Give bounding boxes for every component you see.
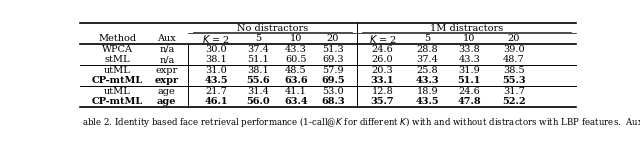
Text: 33.1: 33.1 xyxy=(371,76,394,85)
Text: 63.4: 63.4 xyxy=(284,97,308,106)
Text: 1M distractors: 1M distractors xyxy=(429,24,503,33)
Text: 55.6: 55.6 xyxy=(247,76,270,85)
Text: 38.1: 38.1 xyxy=(205,55,227,64)
Text: 63.6: 63.6 xyxy=(284,76,308,85)
Text: 24.6: 24.6 xyxy=(458,87,480,96)
Text: 10: 10 xyxy=(289,34,302,43)
Text: 43.3: 43.3 xyxy=(415,76,439,85)
Text: 57.9: 57.9 xyxy=(322,66,344,75)
Text: 51.1: 51.1 xyxy=(248,55,269,64)
Text: n/a: n/a xyxy=(159,55,175,64)
Text: 53.0: 53.0 xyxy=(322,87,344,96)
Text: Aux: Aux xyxy=(157,34,176,43)
Text: 10: 10 xyxy=(463,34,476,43)
Text: expr: expr xyxy=(155,76,179,85)
Text: 47.8: 47.8 xyxy=(458,97,481,106)
Text: 69.5: 69.5 xyxy=(321,76,345,85)
Text: expr: expr xyxy=(156,66,178,75)
Text: 43.3: 43.3 xyxy=(285,45,307,54)
Text: 43.5: 43.5 xyxy=(415,97,439,106)
Text: 20.3: 20.3 xyxy=(372,66,394,75)
Text: 43.5: 43.5 xyxy=(205,76,228,85)
Text: WPCA: WPCA xyxy=(102,45,132,54)
Text: 68.3: 68.3 xyxy=(321,97,345,106)
Text: 31.4: 31.4 xyxy=(248,87,269,96)
Text: utML: utML xyxy=(104,66,131,75)
Text: 46.1: 46.1 xyxy=(205,97,228,106)
Text: age: age xyxy=(158,87,175,96)
Text: 60.5: 60.5 xyxy=(285,55,307,64)
Text: 31.7: 31.7 xyxy=(503,87,525,96)
Text: n/a: n/a xyxy=(159,45,175,54)
Text: 5: 5 xyxy=(255,34,262,43)
Text: 24.6: 24.6 xyxy=(372,45,394,54)
Text: 31.9: 31.9 xyxy=(458,66,480,75)
Text: No distractors: No distractors xyxy=(237,24,308,33)
Text: 37.4: 37.4 xyxy=(248,45,269,54)
Text: 28.8: 28.8 xyxy=(417,45,438,54)
Text: 21.7: 21.7 xyxy=(205,87,227,96)
Text: 38.1: 38.1 xyxy=(248,66,269,75)
Text: 56.0: 56.0 xyxy=(246,97,271,106)
Text: 33.8: 33.8 xyxy=(458,45,480,54)
Text: CP-mtML: CP-mtML xyxy=(92,97,143,106)
Text: 5: 5 xyxy=(424,34,430,43)
Text: 20: 20 xyxy=(508,34,520,43)
Text: CP-mtML: CP-mtML xyxy=(92,76,143,85)
Text: $K$ = 2: $K$ = 2 xyxy=(202,33,230,45)
Text: 38.5: 38.5 xyxy=(503,66,525,75)
Text: 25.8: 25.8 xyxy=(417,66,438,75)
Text: Method: Method xyxy=(98,34,136,43)
Text: 55.3: 55.3 xyxy=(502,76,526,85)
Text: 12.8: 12.8 xyxy=(372,87,394,96)
Text: $K$ = 2: $K$ = 2 xyxy=(369,33,397,45)
Text: able 2. Identity based face retrieval performance (1-call@$\mathit{K}$ for diffe: able 2. Identity based face retrieval pe… xyxy=(83,115,640,129)
Text: 30.0: 30.0 xyxy=(205,45,227,54)
Text: 18.9: 18.9 xyxy=(417,87,438,96)
Text: 51.1: 51.1 xyxy=(458,76,481,85)
Text: age: age xyxy=(157,97,177,106)
Text: 43.3: 43.3 xyxy=(458,55,480,64)
Text: 69.3: 69.3 xyxy=(322,55,344,64)
Text: 37.4: 37.4 xyxy=(416,55,438,64)
Text: 35.7: 35.7 xyxy=(371,97,394,106)
Text: 51.3: 51.3 xyxy=(322,45,344,54)
Text: stML: stML xyxy=(104,55,130,64)
Text: 39.0: 39.0 xyxy=(503,45,525,54)
Text: 41.1: 41.1 xyxy=(285,87,307,96)
Text: 26.0: 26.0 xyxy=(372,55,394,64)
Text: 20: 20 xyxy=(327,34,339,43)
Text: utML: utML xyxy=(104,87,131,96)
Text: 31.0: 31.0 xyxy=(205,66,227,75)
Text: 52.2: 52.2 xyxy=(502,97,526,106)
Text: 48.5: 48.5 xyxy=(285,66,307,75)
Text: 48.7: 48.7 xyxy=(503,55,525,64)
